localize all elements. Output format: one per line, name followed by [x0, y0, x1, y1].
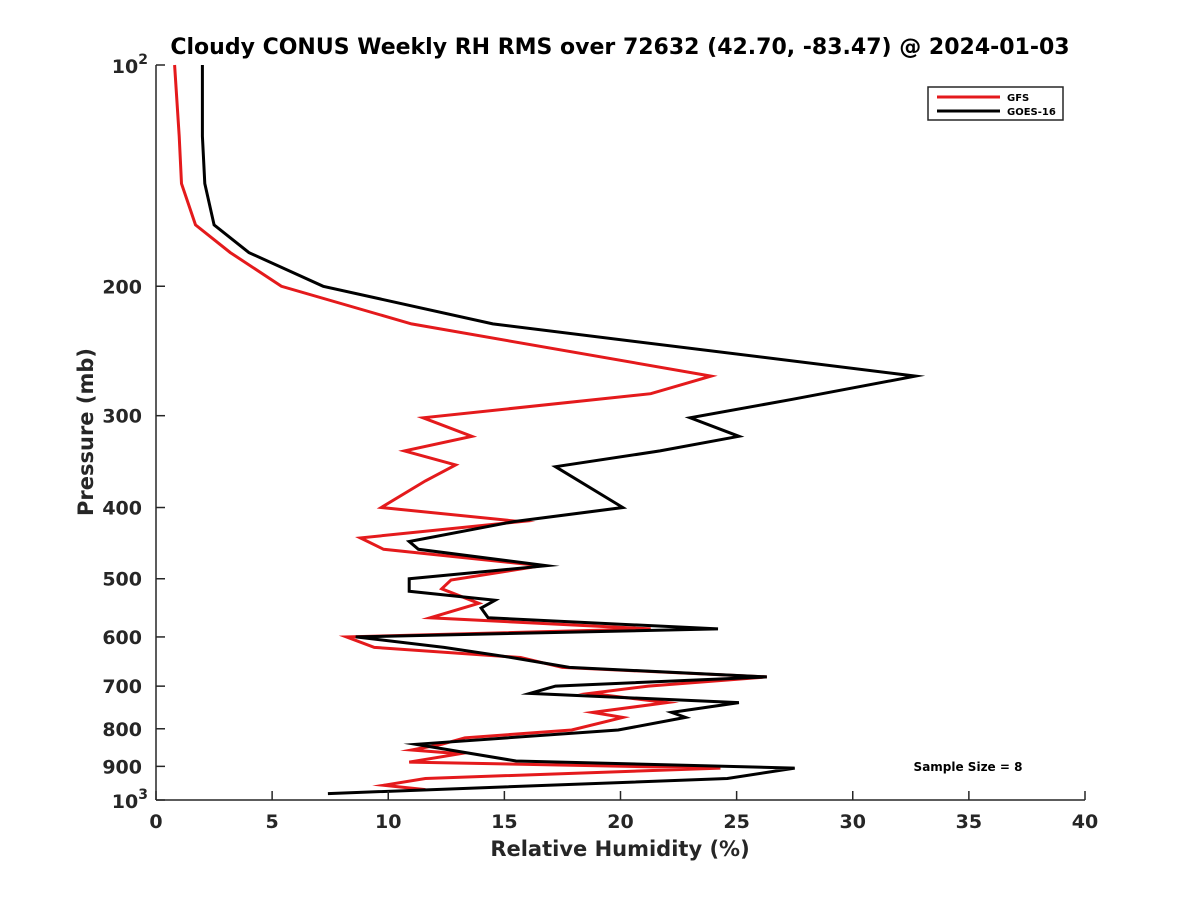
x-tick-label: 40: [1072, 811, 1098, 833]
x-tick-label: 25: [723, 811, 749, 833]
y-tick-label: 400: [102, 498, 142, 520]
y-tick-label: 800: [102, 719, 142, 741]
x-tick-label: 10: [375, 811, 401, 833]
legend: GFS GOES-16: [927, 86, 1064, 121]
x-axis-ticks: 0 5 10 15 20 25 30 35 40: [149, 791, 1098, 833]
x-tick-label: 35: [956, 811, 982, 833]
plot-lines: [173, 64, 926, 796]
y-tick-label: 500: [102, 569, 142, 591]
sample-size-annotation: Sample Size = 8: [914, 760, 1023, 774]
x-tick-label: 15: [491, 811, 517, 833]
legend-label-goes-16: GOES-16: [1007, 107, 1056, 118]
y-tick-label: 102: [112, 52, 148, 78]
y-tick-label: 900: [102, 756, 142, 778]
y-tick-label: 200: [102, 276, 142, 298]
chart-title: Cloudy CONUS Weekly RH RMS over 72632 (4…: [170, 35, 1069, 60]
legend-box: [927, 86, 1064, 121]
series-line-goes-16: [200, 65, 926, 796]
x-tick-label: 0: [149, 811, 162, 833]
x-tick-label: 5: [266, 811, 279, 833]
y-tick-label: 103: [112, 787, 148, 813]
x-tick-label: 20: [607, 811, 633, 833]
y-axis-label: Pressure (mb): [74, 348, 98, 516]
y-tick-label: 700: [102, 676, 142, 698]
y-axis-ticks: 102 200 300 400 500 600 700 800 900 103: [102, 52, 165, 813]
y-tick-label: 300: [102, 406, 142, 428]
x-tick-label: 30: [840, 811, 866, 833]
legend-label-gfs: GFS: [1007, 93, 1029, 104]
x-axis-label: Relative Humidity (%): [490, 837, 749, 861]
y-tick-label: 600: [102, 627, 142, 649]
